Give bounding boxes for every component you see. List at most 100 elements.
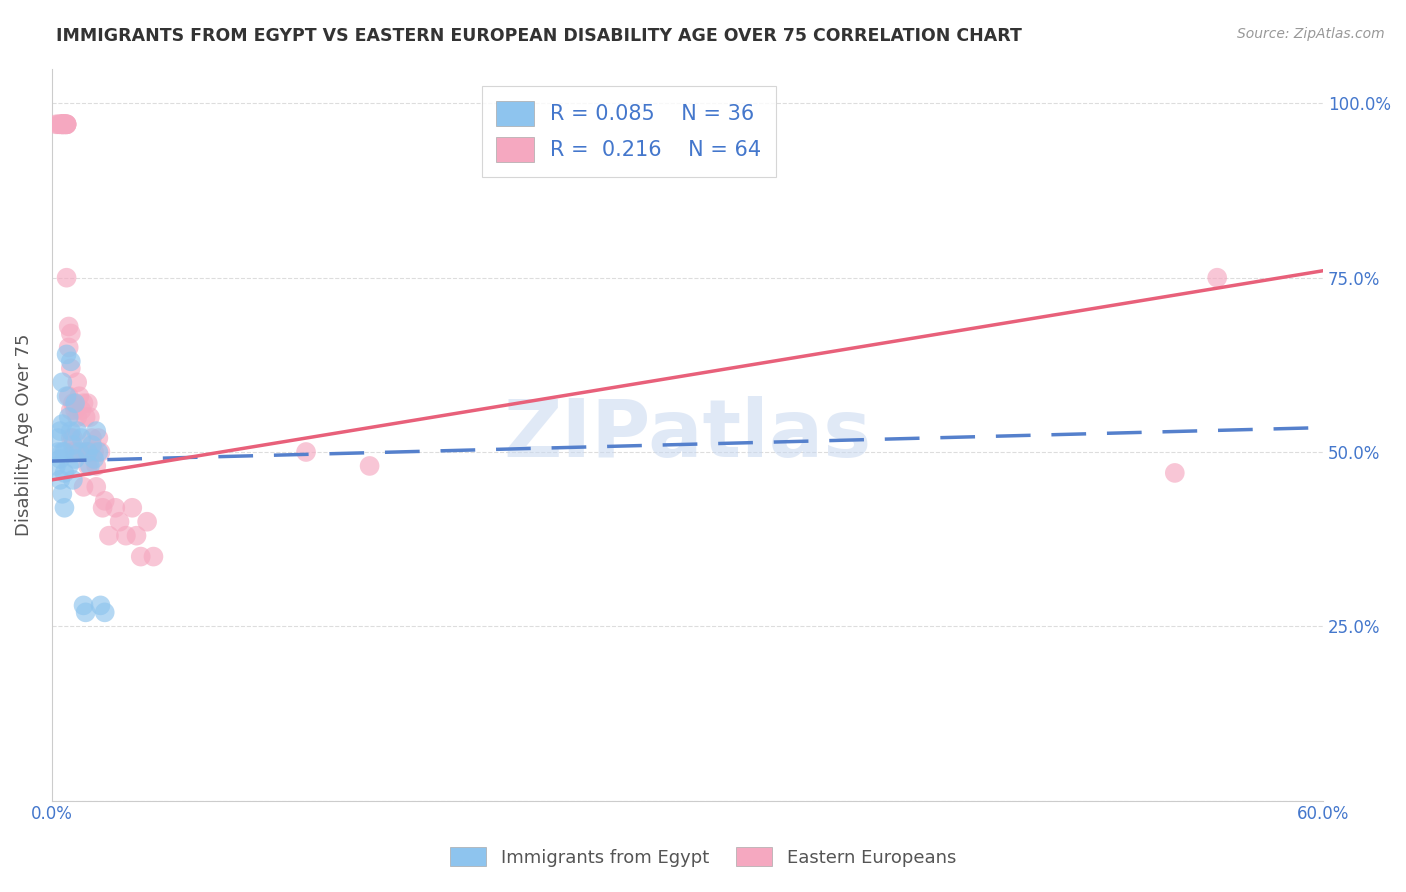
- Point: [72, 396, 94, 410]
- Point: [89, 445, 111, 459]
- Point: [66, 376, 89, 390]
- Point: [83, 452, 105, 467]
- Point: [93, 493, 115, 508]
- Point: [55, 270, 77, 285]
- Point: [295, 445, 318, 459]
- Point: [51, 445, 73, 459]
- Point: [70, 431, 93, 445]
- Point: [142, 549, 165, 564]
- Point: [1164, 466, 1187, 480]
- Point: [51, 487, 73, 501]
- Point: [51, 117, 73, 131]
- Point: [75, 410, 97, 425]
- Point: [45, 117, 67, 131]
- Point: [66, 410, 89, 425]
- Point: [59, 361, 82, 376]
- Point: [76, 458, 98, 473]
- Point: [67, 389, 90, 403]
- Point: [93, 606, 115, 620]
- Point: [62, 445, 84, 459]
- Point: [87, 431, 110, 445]
- Point: [58, 389, 80, 403]
- Point: [46, 445, 69, 459]
- Point: [58, 319, 80, 334]
- Point: [75, 445, 97, 459]
- Point: [49, 117, 72, 131]
- Point: [87, 445, 110, 459]
- Point: [108, 515, 131, 529]
- Point: [55, 117, 77, 131]
- Point: [63, 452, 86, 467]
- Point: [51, 117, 73, 131]
- Point: [51, 117, 73, 131]
- Point: [55, 347, 77, 361]
- Point: [84, 480, 107, 494]
- Point: [55, 117, 77, 131]
- Point: [62, 396, 84, 410]
- Point: [129, 549, 152, 564]
- Point: [55, 117, 77, 131]
- Point: [79, 458, 101, 473]
- Point: [72, 480, 94, 494]
- Point: [59, 354, 82, 368]
- Point: [53, 500, 76, 515]
- Point: [76, 445, 98, 459]
- Point: [89, 599, 111, 613]
- Point: [49, 424, 72, 438]
- Point: [53, 117, 76, 131]
- Point: [62, 438, 84, 452]
- Point: [49, 452, 72, 467]
- Point: [84, 458, 107, 473]
- Point: [72, 445, 94, 459]
- Point: [58, 410, 80, 425]
- Legend: Immigrants from Egypt, Eastern Europeans: Immigrants from Egypt, Eastern Europeans: [443, 840, 963, 874]
- Point: [97, 529, 120, 543]
- Point: [72, 599, 94, 613]
- Point: [63, 445, 86, 459]
- Point: [80, 431, 103, 445]
- Point: [55, 117, 77, 131]
- Point: [75, 606, 97, 620]
- Point: [51, 417, 73, 431]
- Point: [136, 515, 159, 529]
- Legend: R = 0.085    N = 36, R =  0.216    N = 64: R = 0.085 N = 36, R = 0.216 N = 64: [482, 87, 776, 177]
- Point: [49, 117, 72, 131]
- Point: [79, 445, 101, 459]
- Point: [49, 473, 72, 487]
- Point: [59, 431, 82, 445]
- Point: [79, 410, 101, 425]
- Point: [53, 445, 76, 459]
- Point: [58, 340, 80, 354]
- Point: [104, 500, 127, 515]
- Point: [62, 473, 84, 487]
- Point: [63, 403, 86, 417]
- Text: Source: ZipAtlas.com: Source: ZipAtlas.com: [1237, 27, 1385, 41]
- Text: ZIPatlas: ZIPatlas: [503, 395, 872, 474]
- Point: [51, 117, 73, 131]
- Point: [125, 529, 148, 543]
- Point: [59, 424, 82, 438]
- Point: [70, 403, 93, 417]
- Point: [1206, 270, 1229, 285]
- Point: [121, 500, 143, 515]
- Point: [53, 466, 76, 480]
- Point: [53, 117, 76, 131]
- Point: [76, 396, 98, 410]
- Point: [51, 376, 73, 390]
- Point: [80, 438, 103, 452]
- Point: [51, 117, 73, 131]
- Point: [83, 445, 105, 459]
- Point: [62, 431, 84, 445]
- Point: [67, 445, 90, 459]
- Point: [359, 458, 381, 473]
- Text: IMMIGRANTS FROM EGYPT VS EASTERN EUROPEAN DISABILITY AGE OVER 75 CORRELATION CHA: IMMIGRANTS FROM EGYPT VS EASTERN EUROPEA…: [56, 27, 1022, 45]
- Point: [66, 424, 89, 438]
- Point: [45, 458, 67, 473]
- Point: [63, 396, 86, 410]
- Point: [53, 117, 76, 131]
- Point: [53, 117, 76, 131]
- Y-axis label: Disability Age Over 75: Disability Age Over 75: [15, 334, 32, 536]
- Point: [91, 500, 114, 515]
- Point: [59, 326, 82, 341]
- Point: [59, 403, 82, 417]
